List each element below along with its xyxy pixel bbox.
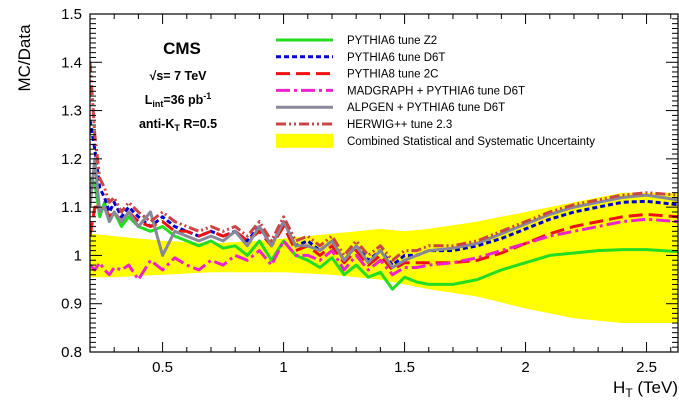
annotation-algorithm: anti-KT R=0.5 xyxy=(139,117,217,133)
x-axis-label: HT (TeV) xyxy=(613,378,678,400)
annotation-algorithm-value: R=0.5 xyxy=(180,117,217,131)
annotation-experiment: CMS xyxy=(163,39,201,58)
x-axis-label-subscript: T xyxy=(625,386,633,400)
y-tick-label: 0.9 xyxy=(61,296,82,313)
legend-label-5: ALPGEN + PYTHIA6 tune D6T xyxy=(347,102,505,114)
legend-label-4: MADGRAPH + PYTHIA6 tune D6T xyxy=(347,85,525,97)
y-tick-label: 1.2 xyxy=(61,151,82,168)
legend-label-band: Combined Statistical and Systematic Unce… xyxy=(347,136,595,148)
annotation-algorithm-subscript: T xyxy=(174,123,180,133)
series-line-5 xyxy=(90,157,678,269)
x-axis-label-unit: (TeV) xyxy=(633,378,678,397)
annotation-block: CMS √s= 7 TeV Lint=36 pb-1 anti-KT R=0.5 xyxy=(139,39,217,133)
legend-label-1: PYTHIA6 tune Z2 xyxy=(347,35,437,47)
x-tick-label: 2.5 xyxy=(636,359,657,376)
annotation-lumi-value: =36 pb xyxy=(163,93,203,107)
y-tick-label: 1.4 xyxy=(61,54,82,71)
annotation-energy: √s= 7 TeV xyxy=(149,69,207,83)
x-tick-label: 1.5 xyxy=(394,359,415,376)
y-tick-label: 1 xyxy=(74,247,82,264)
annotation-lumi: Lint=36 pb-1 xyxy=(145,91,212,109)
annotation-algorithm-main: anti-K xyxy=(139,117,174,131)
y-tick-label: 1.1 xyxy=(61,199,82,216)
y-tick-label: 0.8 xyxy=(61,344,82,361)
legend-label-3: PYTHIA8 tune 2C xyxy=(347,69,438,81)
legend: PYTHIA6 tune Z2 PYTHIA6 tune D6T PYTHIA8 t… xyxy=(276,35,595,148)
x-tick-label: 2 xyxy=(521,359,529,376)
x-axis-label-main: H xyxy=(613,378,625,397)
annotation-lumi-superscript: -1 xyxy=(203,91,211,101)
legend-label-2: PYTHIA6 tune D6T xyxy=(347,52,445,64)
y-tick-label: 1.5 xyxy=(61,6,82,23)
series-line-4 xyxy=(90,217,678,282)
legend-swatch-band xyxy=(276,133,333,148)
y-axis: 0.8 0.9 1 1.1 1.2 1.3 1.4 1.5 xyxy=(61,6,678,361)
annotation-lumi-main: L xyxy=(145,93,153,107)
y-axis-label: MC/Data xyxy=(15,24,34,92)
y-tick-label: 1.3 xyxy=(61,103,82,120)
x-tick-label: 0.5 xyxy=(152,359,173,376)
legend-label-6: HERWIG++ tune 2.3 xyxy=(347,119,452,131)
series-layer xyxy=(90,62,678,291)
series-line-6 xyxy=(90,62,678,262)
annotation-lumi-subscript: int xyxy=(152,99,163,109)
x-axis: 0.5 1 1.5 2 2.5 xyxy=(89,14,672,376)
x-tick-label: 1 xyxy=(279,359,287,376)
